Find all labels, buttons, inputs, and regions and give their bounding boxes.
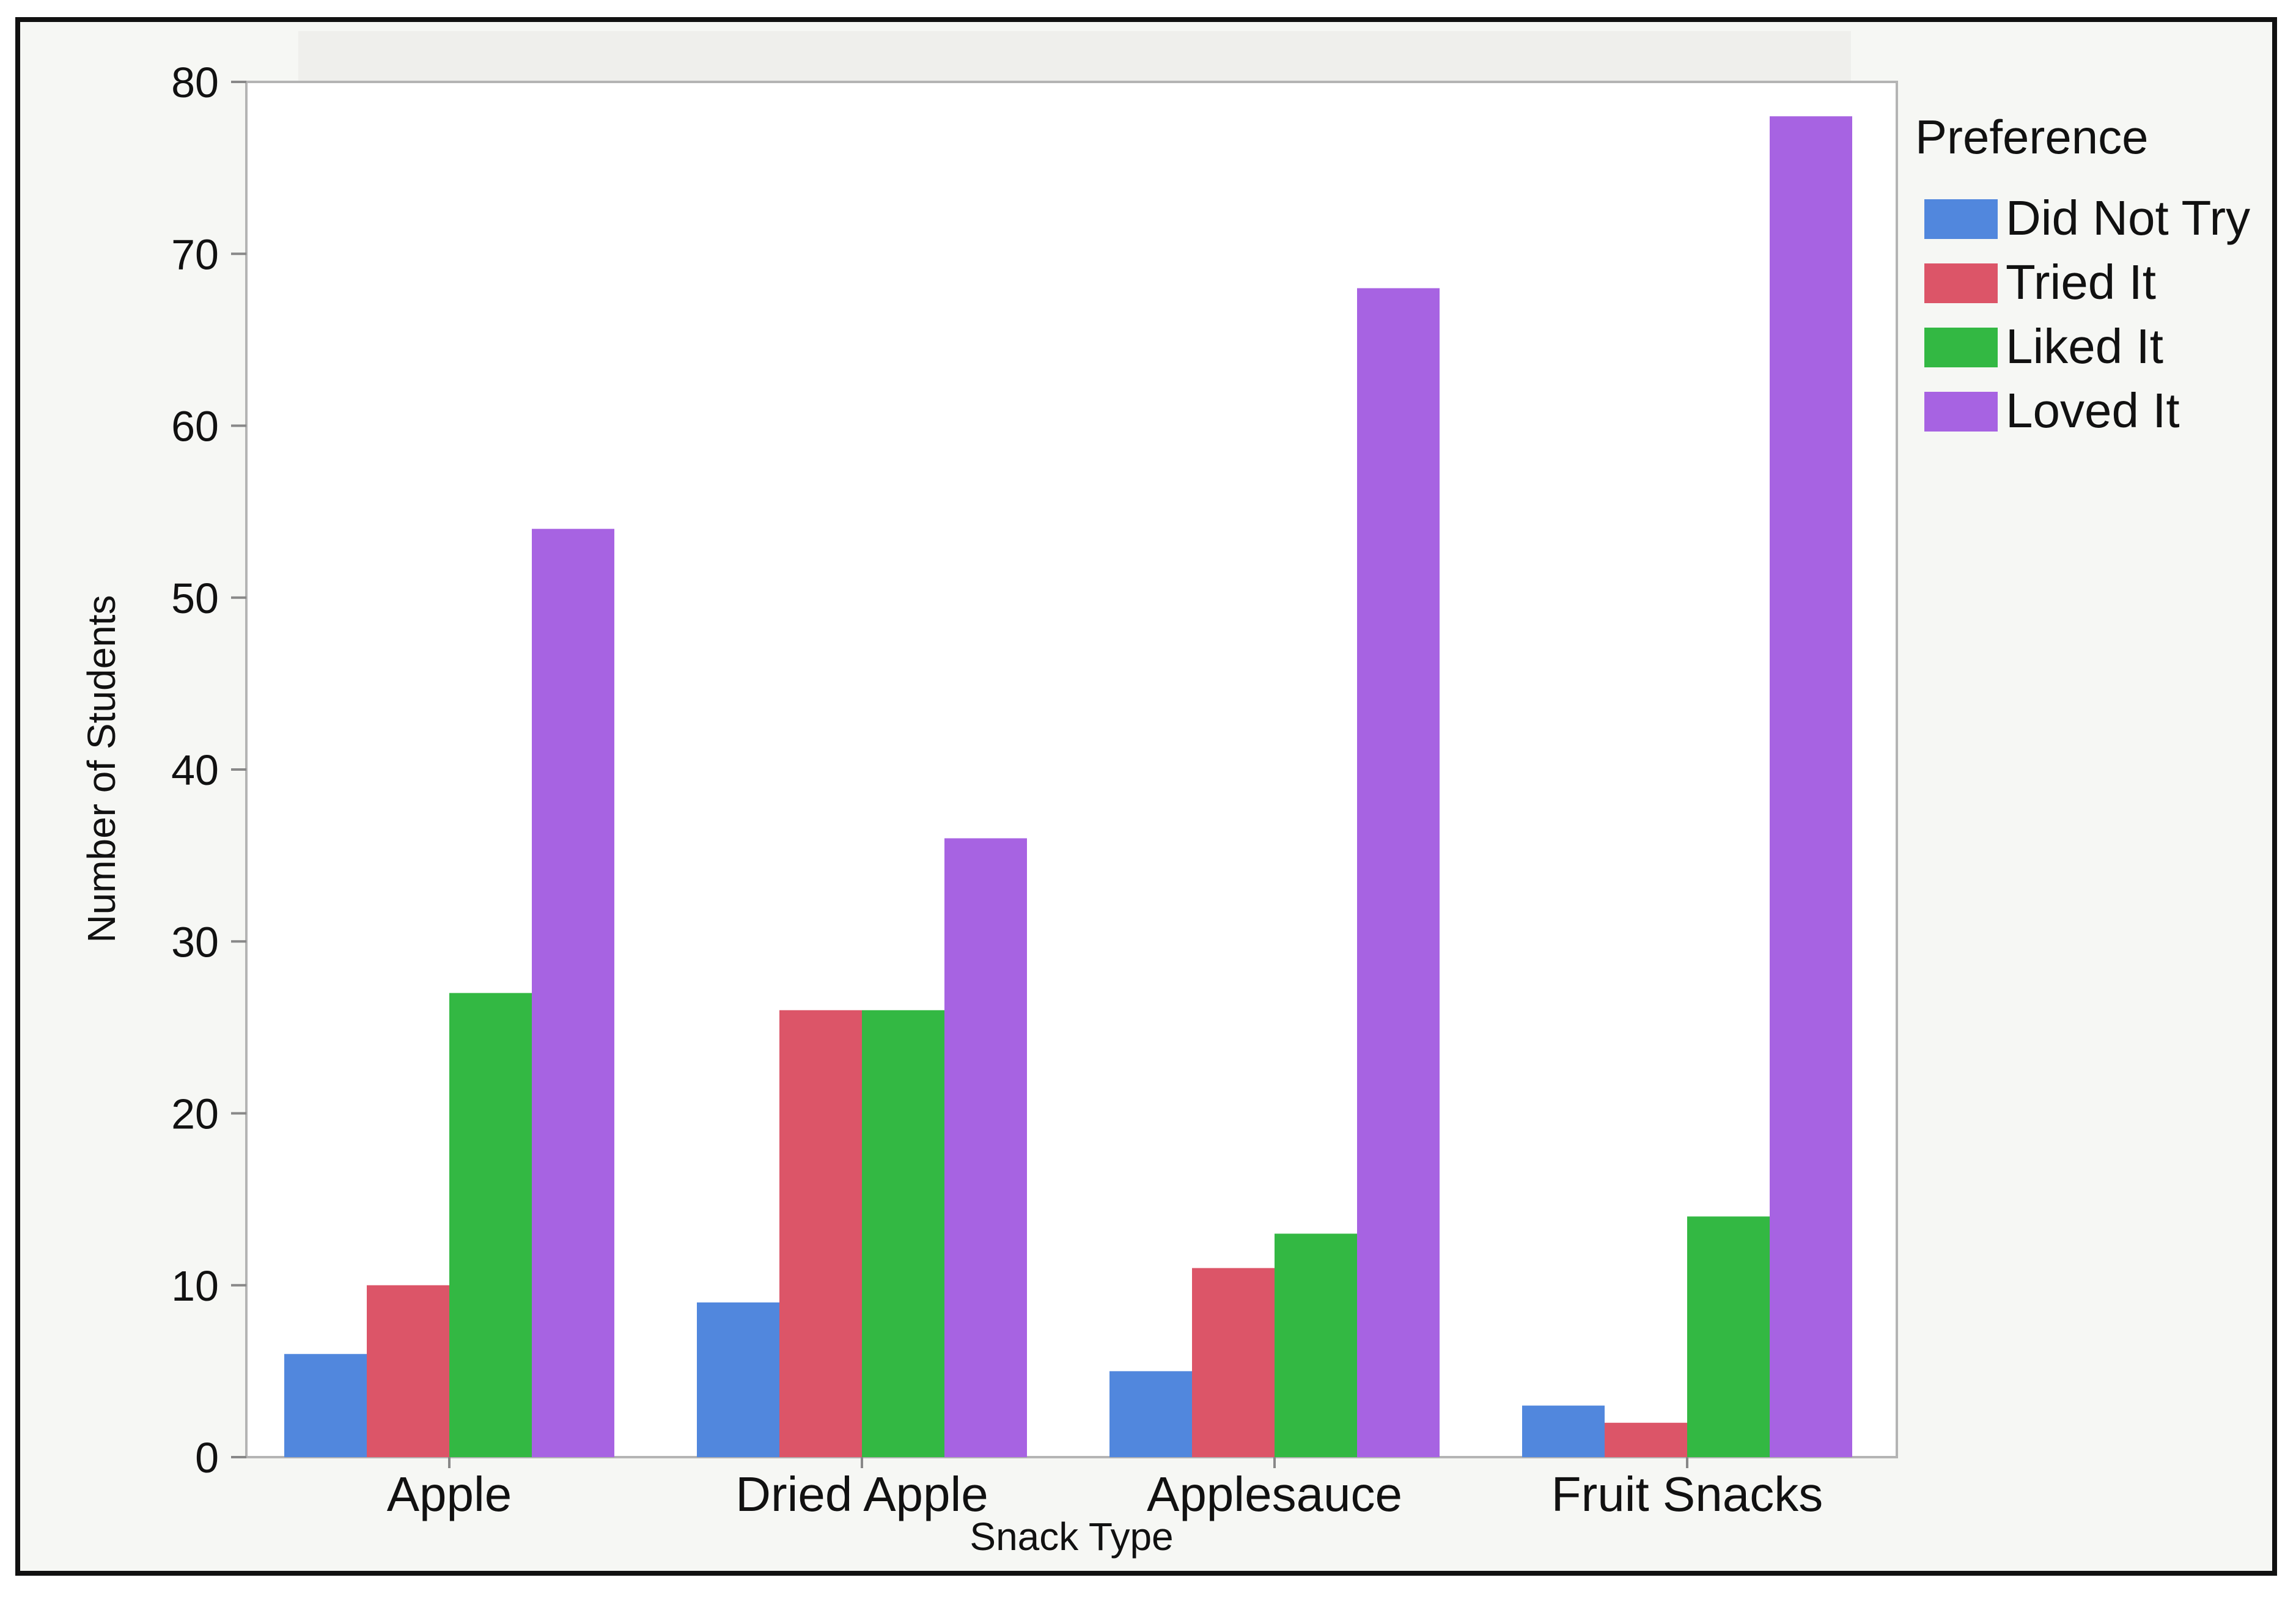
x-tick-label: Applesauce	[1147, 1467, 1402, 1521]
legend: Preference Did Not Try Tried It Liked It Lo…	[1915, 110, 2250, 438]
y-tick-label: 50	[171, 575, 219, 622]
legend-swatch	[1924, 263, 1998, 303]
legend-title: Preference	[1915, 110, 2149, 164]
y-tick-label: 10	[171, 1262, 219, 1310]
bar-loved-it-apple	[532, 529, 614, 1457]
legend-swatch	[1924, 392, 1998, 432]
bar-tried-it-apple	[367, 1285, 449, 1457]
legend-label: Did Not Try	[2006, 191, 2250, 245]
x-axis: Apple Dried Apple Applesauce Fruit Snacks	[387, 1457, 1823, 1521]
bars	[284, 116, 1852, 1457]
bar-did-not-try-dried-apple	[697, 1302, 779, 1457]
bar-liked-it-dried-apple	[862, 1010, 944, 1457]
y-tick-label: 30	[171, 918, 219, 966]
x-tick-label: Dried Apple	[735, 1467, 988, 1521]
legend-label: Tried It	[2006, 255, 2156, 309]
legend-swatch	[1924, 199, 1998, 239]
y-tick-label: 80	[171, 59, 219, 106]
bar-chart: 0 10 20 30 40 50 60 70 80 Apple Dried Apple Apples…	[79, 31, 2250, 1559]
y-tick-label: 20	[171, 1090, 219, 1138]
y-axis: 0 10 20 30 40 50 60 70 80	[171, 59, 246, 1482]
bar-liked-it-apple	[449, 993, 532, 1457]
chart-frame: 0 10 20 30 40 50 60 70 80 Apple Dried Apple Apples…	[15, 17, 2277, 1576]
bar-loved-it-dried-apple	[944, 838, 1027, 1457]
legend-items: Did Not Try Tried It Liked It Loved It	[1924, 191, 2250, 438]
bar-did-not-try-fruit-snacks	[1522, 1405, 1605, 1457]
y-tick-label: 40	[171, 746, 219, 794]
y-tick-label: 60	[171, 403, 219, 450]
bar-tried-it-dried-apple	[779, 1010, 862, 1457]
top-strip	[298, 31, 1851, 83]
legend-label: Liked It	[2006, 319, 2163, 373]
y-tick-label: 70	[171, 230, 219, 278]
y-tick-label: 0	[195, 1434, 219, 1482]
bar-did-not-try-applesauce	[1109, 1371, 1192, 1457]
bar-tried-it-applesauce	[1192, 1268, 1275, 1457]
bar-loved-it-fruit-snacks	[1770, 116, 1852, 1457]
x-tick-label: Fruit Snacks	[1551, 1467, 1823, 1521]
x-tick-label: Apple	[387, 1467, 512, 1521]
y-axis-title: Number of Students	[79, 595, 123, 942]
x-axis-title: Snack Type	[970, 1515, 1173, 1559]
bar-tried-it-fruit-snacks	[1605, 1422, 1687, 1457]
bar-liked-it-applesauce	[1275, 1233, 1357, 1457]
bar-did-not-try-apple	[284, 1354, 367, 1457]
legend-label: Loved It	[2006, 383, 2180, 438]
bar-loved-it-applesauce	[1357, 288, 1440, 1457]
bar-liked-it-fruit-snacks	[1687, 1216, 1770, 1457]
legend-swatch	[1924, 328, 1998, 367]
